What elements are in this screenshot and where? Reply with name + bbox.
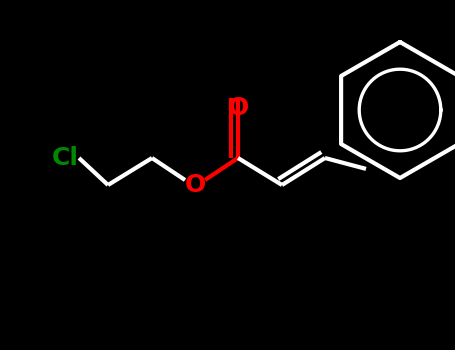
Text: O: O bbox=[228, 96, 248, 120]
Text: O: O bbox=[184, 173, 206, 197]
Text: Cl: Cl bbox=[51, 146, 79, 170]
